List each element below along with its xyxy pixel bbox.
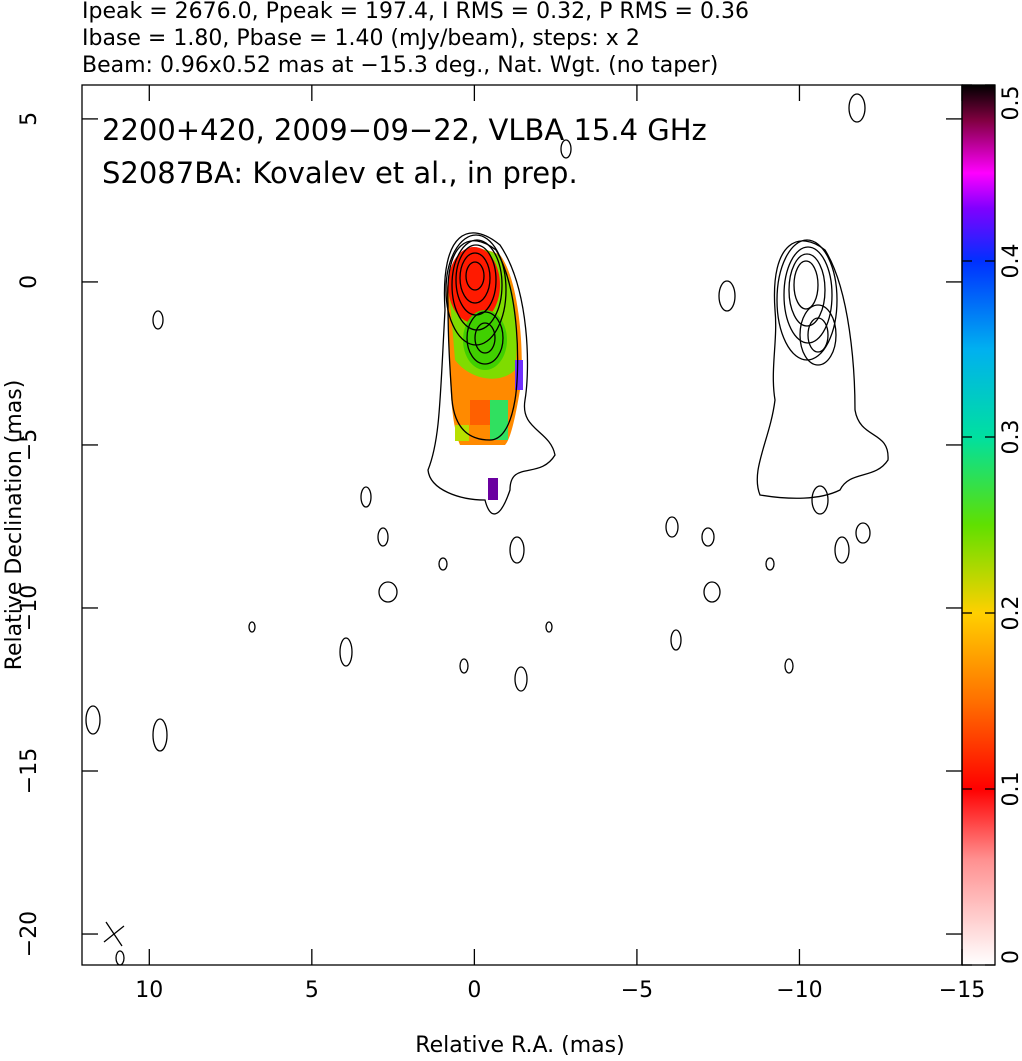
colorbar (961, 84, 996, 966)
y-tick-label: −5 (17, 429, 42, 461)
colorbar-tick-label: 0.1 (999, 772, 1022, 807)
colorbar-tick-label: 0.4 (999, 244, 1022, 279)
y-tick-label: −20 (17, 911, 42, 957)
annotation: S2087BA: Kovalev et al., in prep. (102, 156, 578, 190)
y-tick-label: 0 (17, 275, 42, 289)
x-axis-label: Relative R.A. (mas) (415, 1033, 624, 1058)
x-tick-label: 0 (467, 978, 481, 1003)
contours (85, 93, 889, 966)
plot-frame (81, 84, 963, 966)
x-tick-label: 10 (135, 978, 163, 1003)
polarization-image (446, 247, 523, 500)
y-tick-label: −10 (17, 585, 42, 631)
header-line: Beam: 0.96x0.52 mas at −15.3 deg., Nat. … (82, 53, 718, 78)
header-line: Ibase = 1.80, Pbase = 1.40 (mJy/beam), s… (82, 26, 640, 51)
header-line: Ipeak = 2676.0, Ppeak = 197.4, I RMS = 0… (82, 0, 749, 24)
x-tick-label: −10 (776, 978, 822, 1003)
x-tick-label: 5 (305, 978, 319, 1003)
x-tick-label: −15 (939, 978, 985, 1003)
x-tick-label: −5 (621, 978, 653, 1003)
y-tick-label: 5 (17, 112, 42, 126)
y-tick-label: −15 (17, 748, 42, 794)
colorbar-tick-label: 0.2 (999, 596, 1022, 631)
colorbar-tick-label: 0.3 (999, 420, 1022, 455)
colorbar-tick-label: 0.5 (999, 86, 1022, 121)
y-axis-label: Relative Declination (mas) (2, 380, 27, 671)
colorbar-tick-label: 0 (999, 950, 1022, 964)
annotation: 2200+420, 2009−09−22, VLBA 15.4 GHz (102, 113, 707, 147)
